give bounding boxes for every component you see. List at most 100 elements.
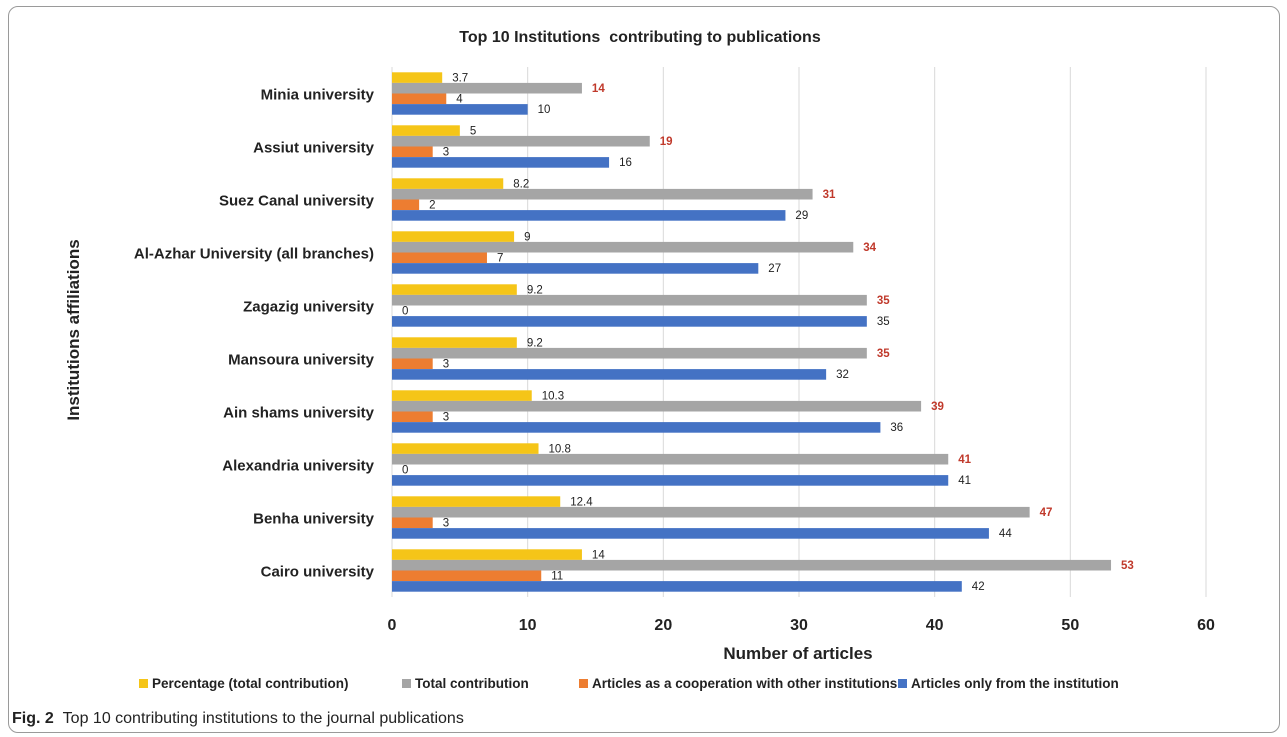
caption-label: Fig. 2 (12, 710, 54, 727)
bar (392, 178, 504, 189)
bar (392, 125, 460, 136)
legend-item: Percentage (total contribution) (152, 676, 349, 691)
data-label: 14 (592, 549, 605, 561)
bar (392, 231, 515, 242)
data-label: 35 (877, 316, 890, 328)
bar (392, 241, 854, 253)
data-label: 10 (538, 104, 551, 116)
legend-swatch (402, 679, 411, 688)
data-label: 5 (470, 125, 476, 137)
bar (392, 453, 949, 465)
legend-item: Total contribution (415, 676, 529, 691)
bar (392, 72, 443, 83)
figure-caption: Fig. 2 Top 10 contributing institutions … (12, 710, 464, 728)
data-label: 10.3 (542, 390, 564, 402)
data-label: 3 (443, 518, 449, 530)
data-label: 35 (877, 348, 890, 360)
x-tick-label: 30 (790, 617, 808, 634)
data-label: 36 (890, 422, 903, 434)
bar (392, 475, 949, 486)
x-tick-label: 60 (1197, 617, 1215, 634)
data-label: 9 (524, 231, 530, 243)
legend-swatch (139, 679, 148, 688)
bar (392, 135, 650, 147)
data-label: 9.2 (527, 284, 543, 296)
bar (392, 337, 517, 348)
bar (392, 210, 786, 221)
bar (392, 263, 759, 274)
x-tick-label: 40 (926, 617, 944, 634)
data-label: 41 (958, 475, 971, 487)
data-label: 35 (877, 295, 890, 307)
bars (392, 72, 1112, 592)
data-label: 16 (619, 157, 632, 169)
bar (392, 252, 487, 264)
data-label: 32 (836, 369, 849, 381)
bar (392, 294, 867, 306)
data-label: 10.8 (549, 443, 571, 455)
category-label: Al-Azhar University (all branches) (134, 246, 374, 263)
bar-chart: Top 10 Institutions contributing to publ… (64, 29, 1215, 691)
bar (392, 422, 881, 433)
bar (392, 82, 582, 94)
bar (392, 199, 420, 211)
data-label: 34 (863, 242, 876, 254)
bar (392, 581, 962, 592)
caption-text: Top 10 contributing institutions to the … (62, 710, 464, 727)
data-label: 3 (443, 412, 449, 424)
chart-title: Top 10 Institutions contributing to publ… (459, 29, 821, 46)
x-axis-label: Number of articles (723, 644, 872, 663)
data-label: 11 (551, 571, 563, 583)
category-label: Assiut university (253, 140, 375, 157)
category-label: Ain shams university (223, 405, 375, 422)
bar (392, 390, 532, 401)
x-tick-labels: 0 10 20 30 40 50 60 (388, 617, 1215, 634)
bar (392, 443, 539, 454)
data-label: 9.2 (527, 337, 543, 349)
bar (392, 506, 1030, 518)
category-label: Benha university (253, 511, 375, 528)
bar (392, 358, 433, 370)
bar (392, 316, 867, 327)
data-label: 7 (497, 253, 503, 265)
category-label: Minia university (261, 87, 375, 104)
data-label: 27 (768, 263, 781, 275)
bar (392, 559, 1112, 571)
data-label: 3.7 (452, 72, 468, 84)
bar (392, 400, 922, 412)
bar (392, 549, 582, 560)
legend-item: Articles as a cooperation with other ins… (592, 676, 897, 691)
data-label: 0 (402, 306, 408, 318)
data-label: 29 (795, 210, 808, 222)
category-label: Mansoura university (228, 352, 375, 369)
category-label: Alexandria university (222, 458, 374, 475)
category-labels: Minia university Assiut university Suez Ca… (134, 87, 375, 581)
bar (392, 528, 989, 539)
data-label: 14 (592, 83, 605, 95)
data-label: 3 (443, 147, 449, 159)
x-tick-label: 0 (388, 617, 397, 634)
bar (392, 369, 827, 380)
bar (392, 411, 433, 423)
data-label: 3 (443, 359, 449, 371)
bar (392, 104, 528, 115)
bar (392, 570, 542, 582)
y-axis-label: Institutions affiliations (64, 239, 83, 420)
data-label: 12.4 (570, 496, 593, 508)
data-label: 53 (1121, 560, 1134, 572)
legend-swatch (579, 679, 588, 688)
bar (392, 146, 433, 158)
bar (392, 347, 867, 359)
bar (392, 157, 610, 168)
data-label: 44 (999, 528, 1012, 540)
data-label: 42 (972, 581, 985, 593)
data-labels: 3.7144105193168.2312299347279.2350359.23… (402, 72, 1134, 593)
bar (392, 188, 813, 200)
data-label: 31 (823, 189, 836, 201)
category-label: Cairo university (261, 564, 375, 581)
data-label: 41 (958, 454, 971, 466)
bar (392, 284, 517, 295)
legend-item: Articles only from the institution (911, 676, 1119, 691)
data-label: 2 (429, 200, 435, 212)
legend-swatch (898, 679, 907, 688)
